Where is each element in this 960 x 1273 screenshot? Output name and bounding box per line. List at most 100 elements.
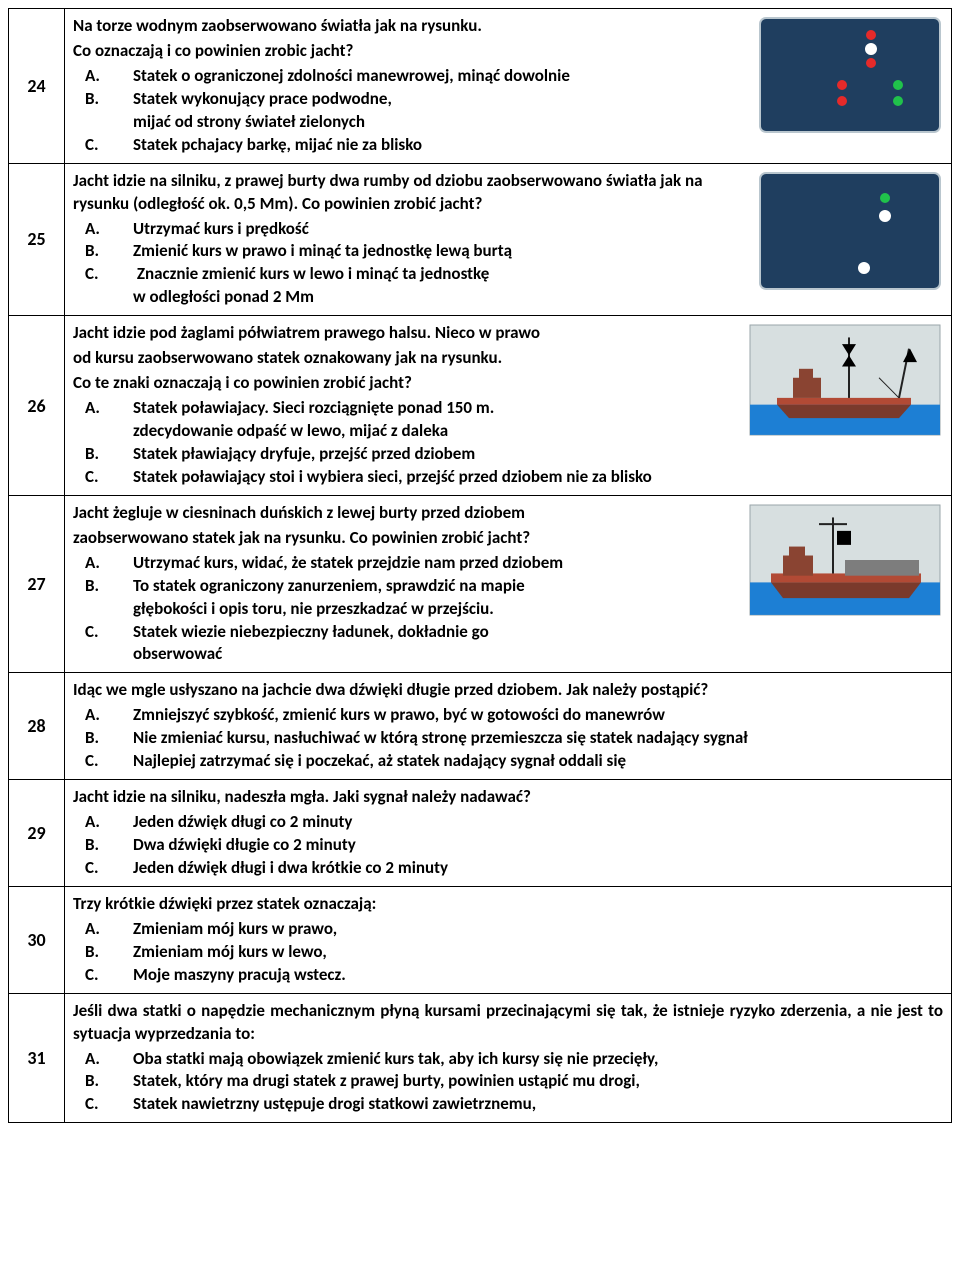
option: C.Najlepiej zatrzymać się i poczekać, aż… [109,750,943,773]
option-letter: A. [109,552,133,575]
options-list: A.Jeden dźwięk długi co 2 minutyB.Dwa dź… [109,811,943,880]
question-row: 28 Idąc we mgle usłyszano na jachcie dwa … [9,673,952,780]
option: B.Dwa dźwięki długie co 2 minuty [109,834,943,857]
option-text: Jeden dźwięk długi co 2 minuty [133,811,352,832]
ship-diagram [749,504,941,616]
option-text: Najlepiej zatrzymać się i poczekać, aż s… [133,750,626,771]
option-letter: A. [109,65,133,88]
option-letter: B. [109,727,133,750]
option-letter: C. [109,750,133,773]
option: A.Jeden dźwięk długi co 2 minuty [109,811,943,834]
option-text: Statek pchajacy barkę, mijać nie za blis… [133,134,422,155]
option: B.Statek pławiający dryfuje, przejść prz… [109,443,943,466]
question-intro: Trzy krótkie dźwięki przez statek oznacz… [73,893,943,916]
options-list: A.Zmieniam mój kurs w prawo,B.Zmieniam m… [109,918,943,987]
option-text: Utrzymać kurs i prędkość [133,218,309,239]
question-number: 29 [9,780,65,887]
quiz-table: 24 Na torze wodnym zaobserwowano światła… [8,8,952,1123]
question-number: 30 [9,886,65,993]
option-text: Nie zmieniać kursu, nasłuchiwać w którą … [133,727,748,748]
option: A.Zmieniam mój kurs w prawo, [109,918,943,941]
option: C.Statek poławiający stoi i wybiera siec… [109,466,943,489]
question-body: Idąc we mgle usłyszano na jachcie dwa dź… [65,673,952,780]
question-row: 31Jeśli dwa statki o napędzie mechaniczn… [9,993,952,1123]
question-row: 24 Na torze wodnym zaobserwowano światła… [9,9,952,164]
option-letter: C. [109,134,133,157]
option: C.Statek wiezie niebezpieczny ładunek, d… [109,621,943,667]
question-number: 27 [9,495,65,673]
question-body: Trzy krótkie dźwięki przez statek oznacz… [65,886,952,993]
option-letter: A. [109,1048,133,1071]
question-body: Jeśli dwa statki o napędzie mechanicznym… [65,993,952,1123]
option-text: Statek nawietrzny ustępuje drogi statkow… [133,1093,536,1114]
option-text: Statek pławiający dryfuje, przejść przed… [133,443,475,464]
option: B.Nie zmieniać kursu, nasłuchiwać w któr… [109,727,943,750]
question-intro: Jacht idzie na silniku, nadeszła mgła. J… [73,786,943,809]
ship-diagram [749,324,941,436]
option-text: Statek wykonujący prace podwodne,mijać o… [133,88,392,132]
option-text: To statek ograniczony zanurzeniem, spraw… [133,575,525,619]
option: C.Moje maszyny pracują wstecz. [109,964,943,987]
option: C.Jeden dźwięk długi i dwa krótkie co 2 … [109,857,943,880]
option: C.Statek nawietrzny ustępuje drogi statk… [109,1093,943,1116]
question-intro: Jeśli dwa statki o napędzie mechanicznym… [73,1000,943,1046]
option-letter: C. [109,466,133,489]
question-number: 25 [9,163,65,316]
option-letter: B. [109,941,133,964]
option-text: Statek, który ma drugi statek z prawej b… [133,1070,640,1091]
option-letter: B. [109,834,133,857]
question-body: Jacht idzie na silniku, nadeszła mgła. J… [65,780,952,887]
option-letter: A. [109,811,133,834]
question-number: 31 [9,993,65,1123]
option-text: Statek poławiający stoi i wybiera sieci,… [133,466,652,487]
option-letter: B. [109,88,133,111]
option-letter: A. [109,397,133,420]
question-number: 24 [9,9,65,164]
option-text: Dwa dźwięki długie co 2 minuty [133,834,356,855]
question-row: 29 Jacht idzie na silniku, nadeszła mgła.… [9,780,952,887]
option-letter: B. [109,1070,133,1093]
option-text: Jeden dźwięk długi i dwa krótkie co 2 mi… [133,857,448,878]
option-text: Statek wiezie niebezpieczny ładunek, dok… [133,621,489,665]
option: B.Statek, który ma drugi statek z prawej… [109,1070,943,1093]
option: A.Zmniejszyć szybkość, zmienić kurs w pr… [109,704,943,727]
question-body: Jacht idzie na silniku, z prawej burty d… [65,163,952,316]
question-number: 28 [9,673,65,780]
option-letter: A. [109,918,133,941]
option-text: Zmieniam mój kurs w prawo, [133,918,337,939]
options-list: A.Oba statki mają obowiązek zmienić kurs… [109,1048,943,1117]
question-body: Na torze wodnym zaobserwowano światła ja… [65,9,952,164]
question-body: Jacht idzie pod żaglami półwiatrem prawe… [65,316,952,496]
option-letter: A. [109,218,133,241]
option-text: Moje maszyny pracują wstecz. [133,964,346,985]
option-text: Statek poławiajacy. Sieci rozciągnięte p… [133,397,494,441]
option-letter: C. [109,263,133,286]
option-letter: C. [109,857,133,880]
question-row: 26 Jacht idzie pod żaglami półwiatrem pr… [9,316,952,496]
option-letter: B. [109,575,133,598]
question-row: 30 Trzy krótkie dźwięki przez statek ozna… [9,886,952,993]
option-letter: B. [109,443,133,466]
option-text: Oba statki mają obowiązek zmienić kurs t… [133,1048,658,1069]
option-letter: C. [109,1093,133,1116]
question-body: Jacht żegluje w ciesninach duńskich z le… [65,495,952,673]
option-text: Znacznie zmienić kurs w lewo i minąć ta … [133,263,489,307]
option: B.Zmieniam mój kurs w lewo, [109,941,943,964]
option-letter: C. [109,964,133,987]
option-text: Zmienić kurs w prawo i minąć ta jednostk… [133,240,512,261]
option-text: Zmieniam mój kurs w lewo, [133,941,327,962]
question-row: 27 Jacht żegluje w ciesninach duńskich z… [9,495,952,673]
option-text: Utrzymać kurs, widać, że statek przejdzi… [133,552,563,573]
option-text: Zmniejszyć szybkość, zmienić kurs w praw… [133,704,665,725]
question-intro: Idąc we mgle usłyszano na jachcie dwa dź… [73,679,943,702]
option-text: Statek o ograniczonej zdolności manewrow… [133,65,570,86]
lights-diagram [759,17,941,133]
option-letter: C. [109,621,133,644]
option: A.Oba statki mają obowiązek zmienić kurs… [109,1048,943,1071]
question-number: 26 [9,316,65,496]
question-row: 25 Jacht idzie na silniku, z prawej burt… [9,163,952,316]
option-letter: A. [109,704,133,727]
lights-diagram [759,172,941,290]
options-list: A.Zmniejszyć szybkość, zmienić kurs w pr… [109,704,943,773]
option-letter: B. [109,240,133,263]
